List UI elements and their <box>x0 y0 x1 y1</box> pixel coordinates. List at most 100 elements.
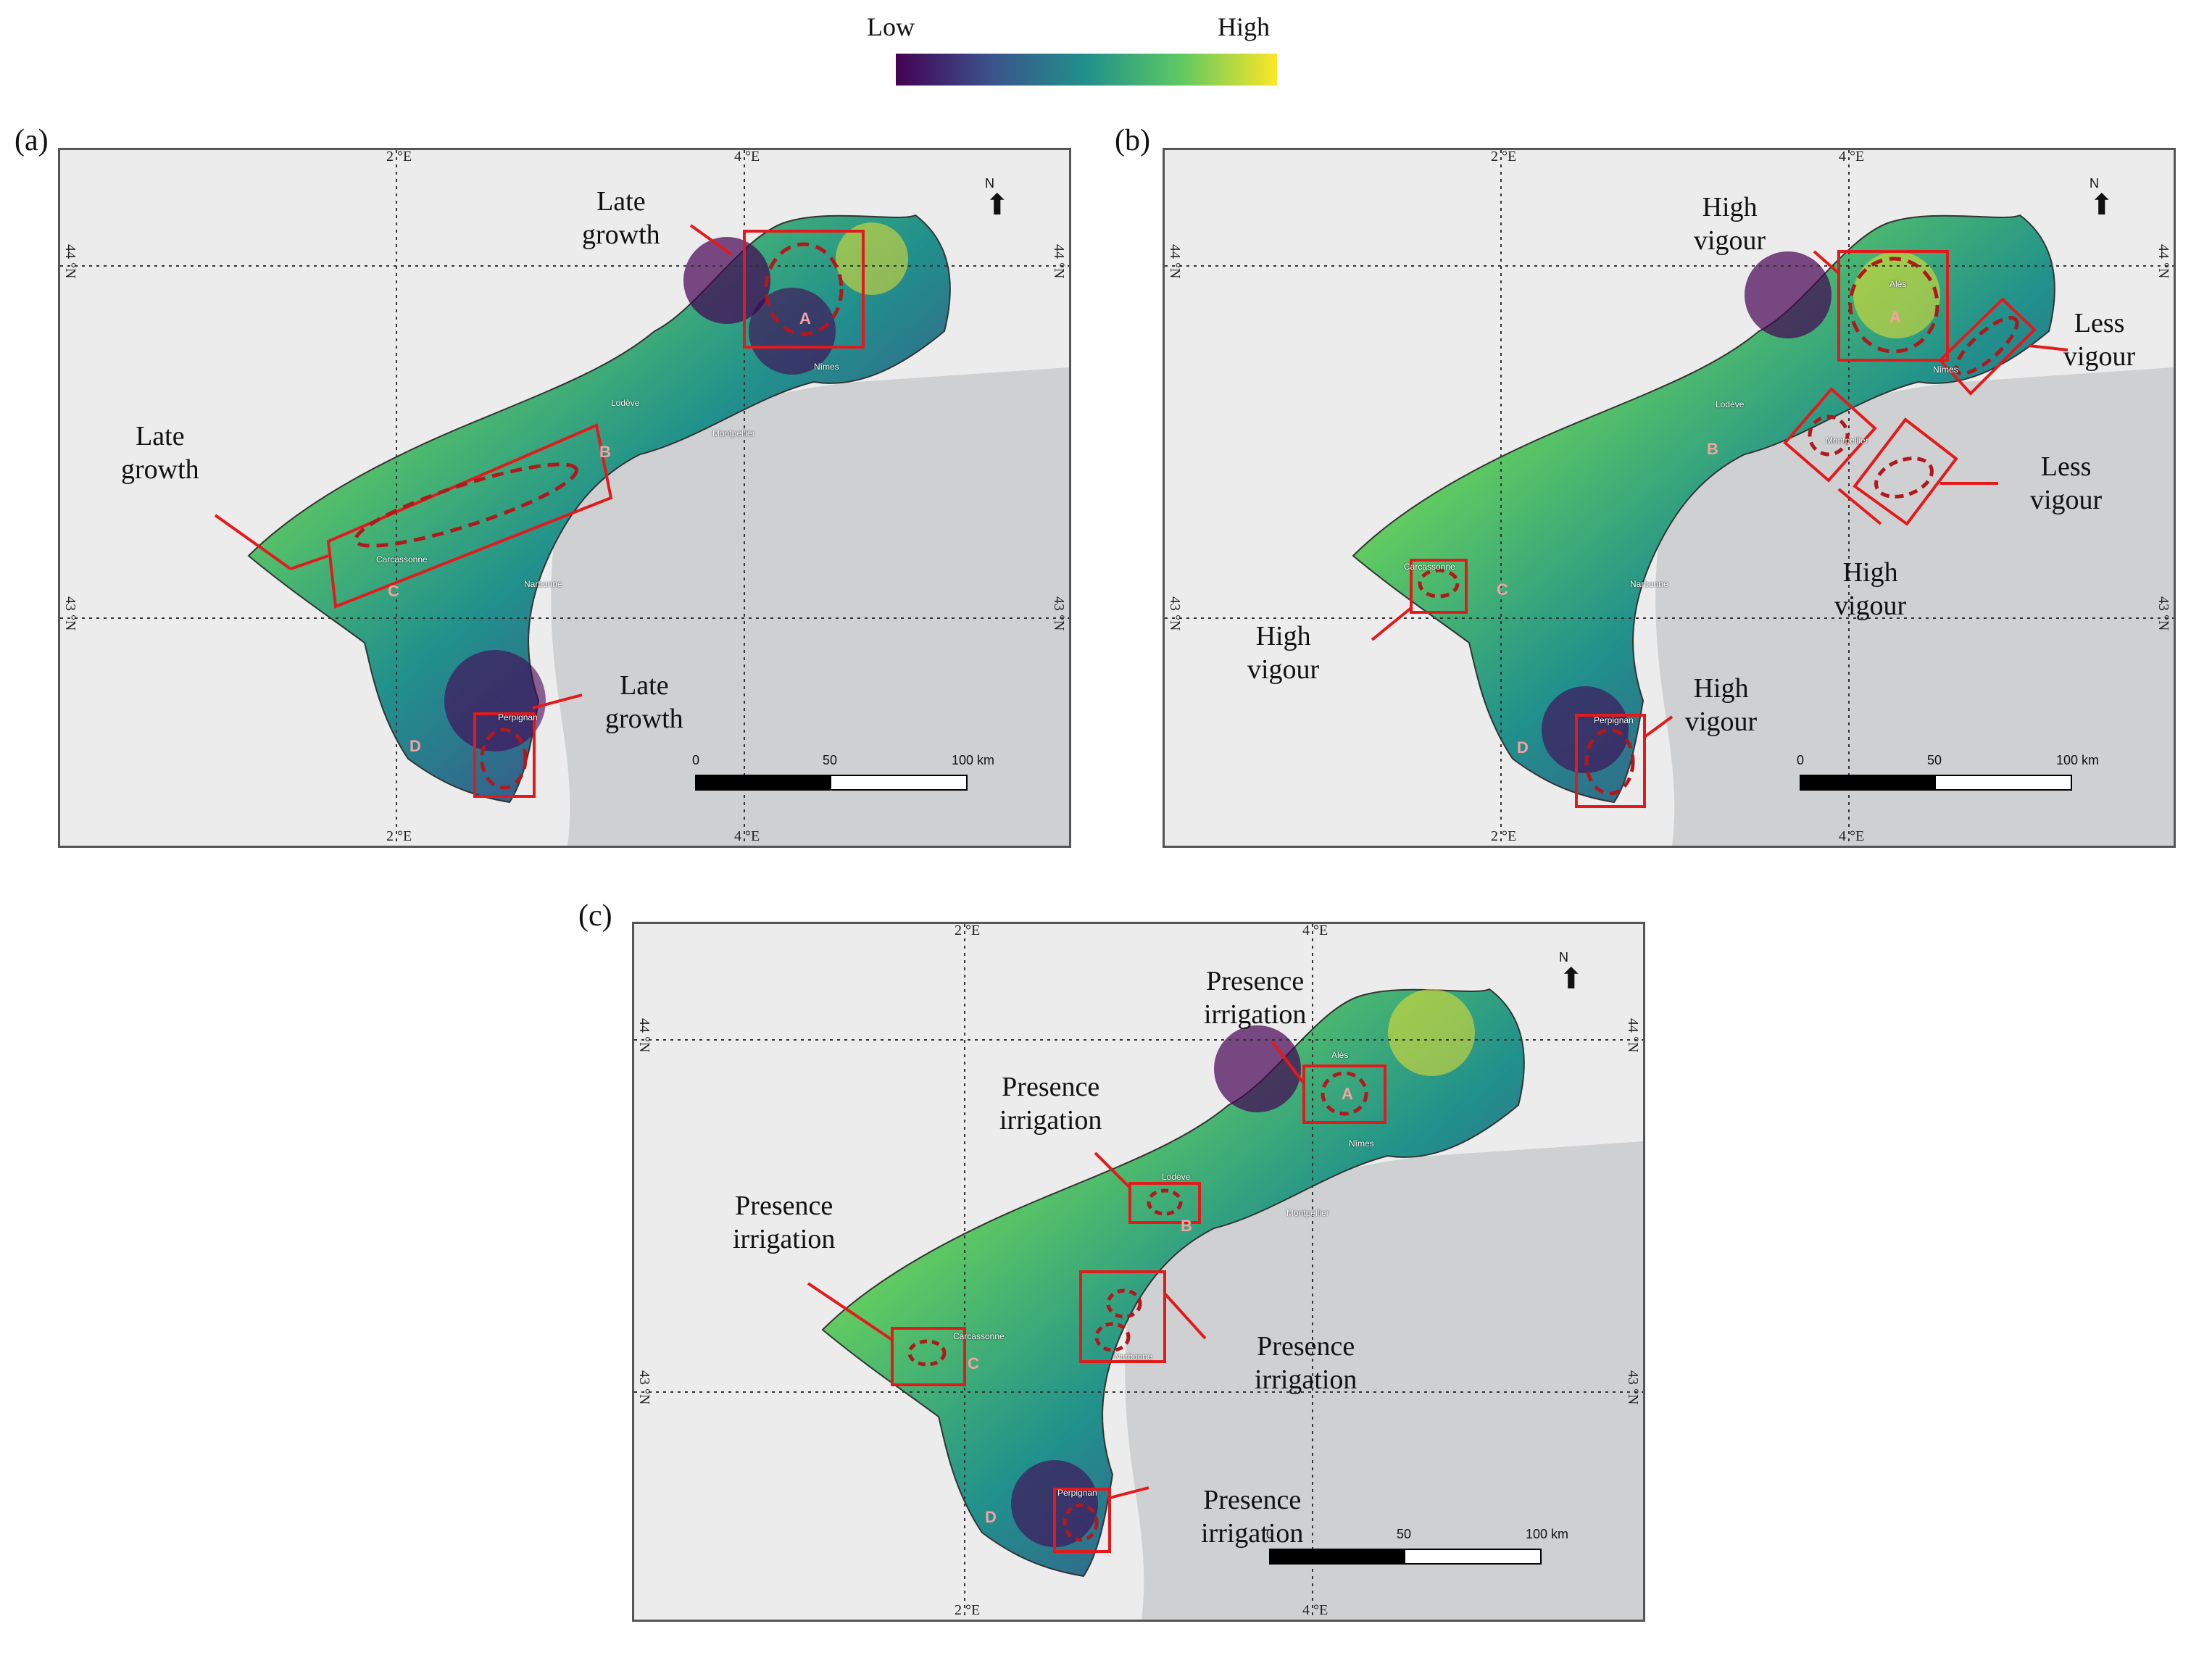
zone-label: D <box>985 1508 997 1526</box>
scale-mid: 50 <box>823 753 838 767</box>
zone-label: D <box>409 737 421 755</box>
zone-label: D <box>1517 738 1529 757</box>
ellipse-c <box>1418 568 1460 599</box>
circle-montpellier <box>1808 414 1850 457</box>
scale-bar <box>1800 775 2072 791</box>
high-value-patch <box>836 222 908 295</box>
north-arrow-icon: ⬆ <box>2090 188 2114 221</box>
panel-c-map: Presence irrigation Presence irrigation … <box>632 922 1645 1622</box>
leader-line <box>1163 1292 1207 1340</box>
axis-label-lon2: 2 °E <box>955 1602 981 1618</box>
annotation-late-growth: Late growth <box>582 186 660 250</box>
high-value-patch <box>1853 251 1940 338</box>
zone-label: A <box>1889 308 1901 326</box>
leader-line <box>1109 1486 1149 1499</box>
low-value-patch <box>444 650 546 751</box>
scale-bar <box>1269 1549 1542 1565</box>
axis-label-lon4: 4 °E <box>1839 149 1865 164</box>
axis-label-lon2: 2 °E <box>386 828 412 844</box>
ellipse-less-vigour-1 <box>1954 315 2019 376</box>
city-label: Carcassonne <box>953 1331 1005 1341</box>
axis-label-lat43: 43 °N <box>62 596 78 631</box>
city-label: Perpignan <box>1057 1488 1097 1498</box>
scale-end: 100 km <box>1526 1527 1569 1541</box>
scale-end: 100 km <box>2056 753 2100 767</box>
city-label: Nîmes <box>814 362 839 372</box>
leader-line <box>532 693 583 709</box>
leader-line <box>1094 1151 1131 1189</box>
city-label: Lodève <box>1162 1172 1191 1182</box>
zone-label: C <box>968 1354 979 1372</box>
leader-line <box>1643 715 1673 738</box>
annotation-high-vigour: High vigour <box>1247 621 1320 685</box>
sea-area <box>551 367 1069 846</box>
zone-label: A <box>1342 1085 1353 1103</box>
axis-label-lat43: 43 °N <box>1051 596 1067 631</box>
city-label: Carcassonne <box>376 554 428 565</box>
box-c <box>1410 559 1468 614</box>
annotation-presence-irrigation: Presence irrigation <box>1201 1485 1304 1549</box>
axis-label-lat43: 43 °N <box>636 1370 652 1405</box>
city-label: Alès <box>1889 279 1907 289</box>
zone-label: B <box>599 443 611 461</box>
zone-label: C <box>388 582 399 600</box>
scale-zero: 0 <box>692 753 700 767</box>
zone-label: B <box>1707 440 1718 458</box>
leader-line <box>290 554 329 570</box>
region-heatmap <box>1352 214 2055 804</box>
axis-label-lon2: 2 °E <box>1491 149 1517 164</box>
box-less-vigour-1 <box>1938 297 2037 396</box>
circle-d <box>480 728 528 790</box>
box-d <box>1053 1488 1111 1553</box>
annotation-high-vigour: High vigour <box>1685 673 1758 737</box>
circle-d <box>1063 1503 1099 1542</box>
panel-c-svg <box>634 924 1643 1620</box>
city-label: Lodève <box>611 398 640 408</box>
sea-area <box>1125 1141 1643 1620</box>
annotation-high-vigour: High vigour <box>1694 192 1766 256</box>
leader-line <box>689 224 733 256</box>
north-arrow-icon: ⬆ <box>985 188 1010 221</box>
box-less-vigour-2 <box>1853 417 1958 526</box>
scale-end: 100 km <box>952 753 995 767</box>
region-heatmap <box>821 988 1525 1578</box>
zone-label: A <box>799 309 811 328</box>
leader-line <box>807 1282 894 1341</box>
axis-label-lat44: 44 °N <box>2155 244 2171 279</box>
city-label: Narbonne <box>1630 579 1668 589</box>
axis-label-lon2: 2 °E <box>386 149 412 164</box>
box-d <box>1575 714 1646 808</box>
axis-label-lon4: 4 °E <box>1302 1602 1329 1618</box>
annotation-less-vigour: Less vigour <box>2030 451 2103 515</box>
leader-line <box>1813 250 1840 275</box>
city-label: Lodève <box>1716 399 1745 409</box>
north-label: N <box>985 176 994 191</box>
axis-label-lat44: 44 °N <box>1625 1018 1641 1053</box>
axis-label-lon4: 4 °E <box>1302 922 1329 938</box>
axis-label-lon2: 2 °E <box>955 922 981 938</box>
box-d <box>473 712 536 798</box>
scale-zero: 0 <box>1266 1527 1274 1541</box>
scale-bar <box>695 775 968 791</box>
circle-a <box>764 242 844 336</box>
leader-line <box>1371 607 1413 641</box>
annotation-presence-irrigation: Presence irrigation <box>733 1191 836 1254</box>
axis-label-lat44: 44 °N <box>636 1018 652 1053</box>
legend-colorbar <box>896 54 1277 86</box>
leader-line <box>214 514 292 570</box>
leader-line <box>2028 344 2068 351</box>
low-value-patch <box>683 237 770 324</box>
axis-label-lat43: 43 °N <box>2155 596 2171 631</box>
axis-label-lon4: 4 °E <box>1839 828 1865 844</box>
box-a <box>1302 1065 1386 1124</box>
axis-label-lon4: 4 °E <box>734 149 760 164</box>
panel-b-map: High vigour Less vigour Less vigour High… <box>1163 148 2176 848</box>
city-label: Montpellier <box>712 428 755 438</box>
legend-low-label: Low <box>867 12 915 41</box>
panel-a-tag: (a) <box>14 124 49 157</box>
annotation-presence-irrigation: Presence irrigation <box>1255 1331 1357 1395</box>
legend-high-label: High <box>1218 12 1270 41</box>
zone-label: B <box>1181 1217 1192 1235</box>
scale-mid: 50 <box>1927 753 1942 767</box>
city-label: Montpellier <box>1826 436 1868 446</box>
